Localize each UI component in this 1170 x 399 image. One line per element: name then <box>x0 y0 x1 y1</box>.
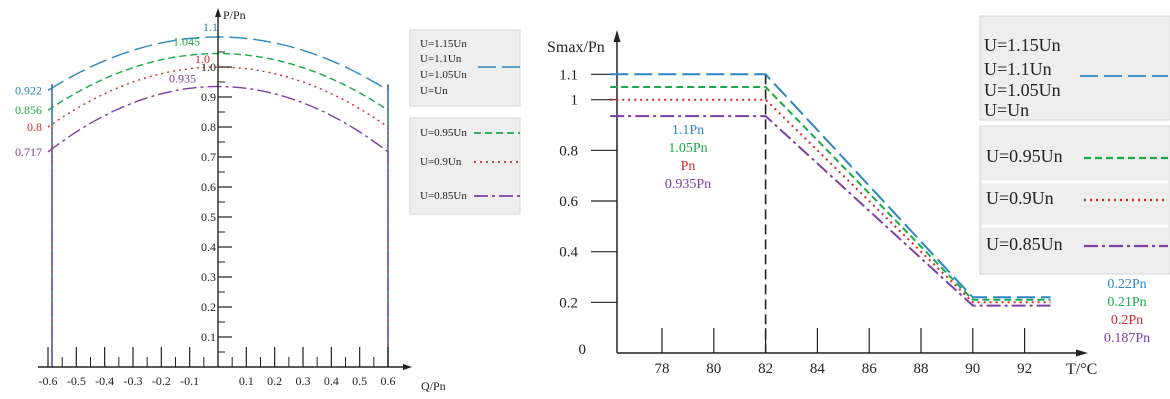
legend-item-u-1-1un: U=1.1Un <box>984 59 1052 79</box>
x-tick-label: 92 <box>1017 361 1032 377</box>
y-tick-label: 0.8 <box>201 120 216 134</box>
y-tick-label: 0.1 <box>201 330 216 344</box>
x-tick-label: 88 <box>914 361 929 377</box>
edge-label-u-un: 0.717 <box>15 145 42 159</box>
end-label-pn: 0.2Pn <box>1111 313 1143 328</box>
series-label-pn: Pn <box>681 159 696 174</box>
legend-item-u-0-9un: U=0.9Un <box>420 156 462 168</box>
legend-item-u-1-1un: U=1.1Un <box>420 53 462 65</box>
legend-box-right-1 <box>979 15 1170 121</box>
series-0-935pn <box>610 115 1051 307</box>
x-tick-label: 86 <box>862 361 878 377</box>
y-tick-label: 0.4 <box>201 240 216 254</box>
x-axis-arrow-icon <box>403 364 412 370</box>
legend-item-u-un: U=Un <box>420 85 448 97</box>
legend-item-u-1-15un: U=1.15Un <box>984 35 1061 55</box>
end-label-1-1pn: 0.22Pn <box>1107 277 1146 292</box>
y-tick-label: 0.4 <box>559 245 578 261</box>
x-tick-label: 0.3 <box>296 374 311 388</box>
x-tick-label: -0.1 <box>180 374 199 388</box>
y-tick-label: 1.1 <box>559 67 578 83</box>
peak-label-u-1-1un: 1.045 <box>173 35 200 49</box>
legend-item-u-un: U=Un <box>984 100 1029 120</box>
x-tick-label: 0.4 <box>324 374 339 388</box>
y-tick-label: 0.9 <box>201 90 216 104</box>
y-tick-label: 0.2 <box>559 295 578 311</box>
legend-item-u-1-05un: U=1.05Un <box>420 69 467 81</box>
curve-u-1-05un <box>47 66 389 128</box>
end-label-1-05pn: 0.21Pn <box>1107 295 1146 310</box>
legend-item-u-0-95un: U=0.95Un <box>986 146 1063 166</box>
x-tick-label: 90 <box>965 361 980 377</box>
edge-label-u-1-15un: 0.922 <box>15 83 42 97</box>
series-label-1-05pn: 1.05Pn <box>668 141 707 156</box>
y-tick-label: 0.5 <box>201 210 216 224</box>
legend-item-u-0-85un: U=0.85Un <box>420 190 467 202</box>
legend-item-u-0-85un: U=0.85Un <box>986 234 1063 254</box>
y-tick-label: 0.6 <box>559 194 578 210</box>
y-tick-label: 0.7 <box>201 150 216 164</box>
legend-item-u-0-9un: U=0.9Un <box>986 188 1054 208</box>
x-tick-label: 80 <box>706 361 721 377</box>
end-label-0-935pn: 0.187Pn <box>1104 331 1150 346</box>
legend-box-left-2 <box>409 117 521 215</box>
peak-label-u-1-15un: 1.1 <box>203 20 218 34</box>
legend-box-left-1 <box>409 29 521 107</box>
y-axis-label: Smax/Pn <box>547 39 605 56</box>
y-axis-arrow-icon <box>215 8 221 17</box>
x-tick-label: 0.6 <box>381 374 396 388</box>
y-axis-label: P/Pn <box>223 8 246 22</box>
y-tick-label: 0.3 <box>201 270 216 284</box>
y-tick-label: 0.6 <box>201 180 216 194</box>
series-label-0-935pn: 0.935Pn <box>665 177 711 192</box>
y-tick-label: 0.8 <box>559 143 578 159</box>
x-axis-label: T/°C <box>1066 361 1097 378</box>
legend-item-u-0-95un: U=0.95Un <box>420 127 467 139</box>
series-label-1-1pn: 1.1Pn <box>672 123 704 138</box>
x-tick-label: 0.5 <box>352 374 367 388</box>
x-axis-arrow-icon <box>1076 349 1088 357</box>
right-chart-temperature: Smax/Pn T/°C 0 0.2 0.4 0.6 0.8 1 1.1 78 80 82 84 86 88… <box>547 15 1170 378</box>
x-tick-label: 0.1 <box>239 374 254 388</box>
x-tick-label: 82 <box>758 361 773 377</box>
y-tick-label: 1.0 <box>201 60 216 74</box>
x-tick-label: -0.6 <box>39 374 58 388</box>
edge-label-u-1-1un: 0.856 <box>15 103 42 117</box>
y-tick-label: 0.2 <box>201 300 216 314</box>
series-pn <box>610 98 1051 304</box>
x-tick-label: 84 <box>810 361 826 377</box>
x-tick-label: -0.2 <box>152 374 171 388</box>
legend-item-u-1-05un: U=1.05Un <box>984 80 1061 100</box>
series-1-05pn <box>610 86 1051 301</box>
x-tick-label: 78 <box>655 361 670 377</box>
edge-label-u-1-05un: 0.8 <box>27 120 42 134</box>
left-chart-pq: 1.1 0.922 1.045 0.856 1.0 0.8 0.935 0.717 P/Pn Q/… <box>15 8 521 393</box>
x-axis-label: Q/Pn <box>421 379 446 393</box>
peak-label-u-un: 0.935 <box>169 72 196 86</box>
x-tick-label: -0.4 <box>95 374 114 388</box>
series-1-1pn <box>610 73 1051 299</box>
x-tick-label: -0.5 <box>67 374 86 388</box>
legend-item-u-1-15un: U=1.15Un <box>420 38 467 50</box>
y-axis-arrow-icon <box>613 30 621 42</box>
y-tick-label: 0 <box>579 342 587 358</box>
x-tick-label: 0.2 <box>267 374 282 388</box>
x-tick-label: -0.3 <box>124 374 143 388</box>
peak-label-u-1-05un: 1.0 <box>195 52 210 66</box>
y-tick-label: 1 <box>571 93 579 109</box>
